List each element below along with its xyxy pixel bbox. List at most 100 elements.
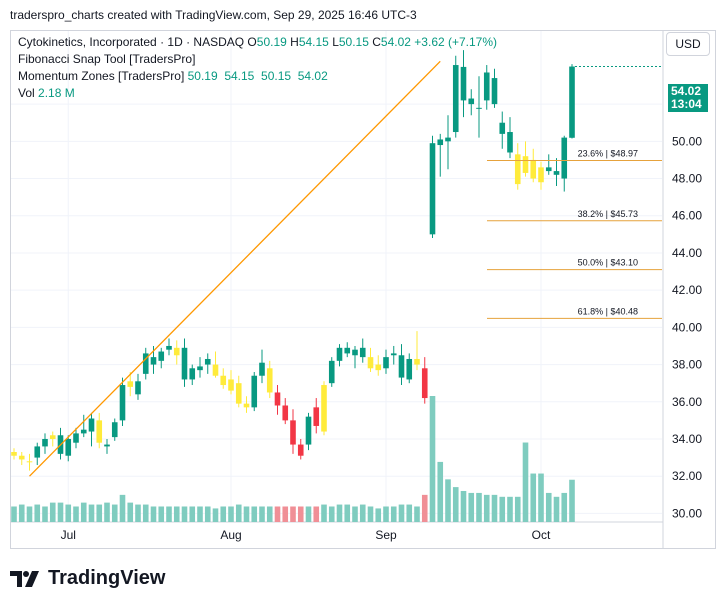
price-axis-label: 44.00 <box>672 246 702 260</box>
candle-body <box>545 167 552 172</box>
candle <box>321 381 327 436</box>
candle <box>429 135 436 239</box>
high-label: H <box>290 35 299 49</box>
candle <box>344 342 351 358</box>
volume-bar <box>321 504 327 522</box>
volume-bar <box>468 492 475 522</box>
candle-body <box>553 171 560 175</box>
last-price-badge: 54.02 13:04 <box>668 84 708 112</box>
candle <box>390 345 397 365</box>
candle <box>197 357 203 378</box>
candle <box>507 117 513 159</box>
candle-body <box>181 347 188 380</box>
candle <box>142 347 149 380</box>
candle-body <box>220 375 227 386</box>
indicator-momentum-zones[interactable]: Momentum Zones [TradersPro] 50.19 54.15 … <box>18 68 328 84</box>
fib-level-label: 50.0% | $43.10 <box>578 258 638 268</box>
candle <box>452 55 459 138</box>
candle <box>545 154 552 175</box>
candle-body <box>274 392 281 406</box>
candle <box>476 76 482 138</box>
tradingview-logo[interactable]: TradingView <box>10 567 165 590</box>
volume-bar <box>49 502 56 522</box>
fib-level-label: 38.2% | $45.73 <box>578 209 638 219</box>
candle-body <box>290 420 296 445</box>
tradingview-logo-icon <box>10 570 39 587</box>
volume-bar <box>57 502 64 522</box>
candle-body <box>88 418 95 432</box>
candle-body <box>65 438 72 456</box>
candle <box>166 338 172 356</box>
candle-body <box>429 143 436 235</box>
candle-body <box>96 420 103 443</box>
time-axis-label: Aug <box>220 528 241 542</box>
volume-bar <box>65 504 72 522</box>
candle-body <box>243 403 250 408</box>
candle-body <box>142 353 149 374</box>
candle-body <box>111 422 118 438</box>
candle <box>49 431 56 447</box>
candle-body <box>197 366 203 371</box>
candle <box>173 340 180 365</box>
volume-bar <box>305 506 312 522</box>
candle <box>104 438 110 454</box>
volume-bar <box>204 506 211 522</box>
candle-body <box>73 433 79 443</box>
currency-button[interactable]: USD <box>666 32 710 56</box>
volume-bar <box>228 506 234 522</box>
price-axis-label: 32.00 <box>672 469 702 483</box>
volume-bar <box>80 502 87 522</box>
candle <box>530 148 537 183</box>
candle-body <box>173 347 180 356</box>
volume-bar <box>491 494 498 522</box>
volume-bar <box>26 506 33 522</box>
volume-bar <box>88 504 95 522</box>
volume-bar <box>111 504 118 522</box>
candle-body <box>421 368 428 399</box>
candle-body <box>352 349 358 356</box>
candle-body <box>305 416 312 445</box>
volume-bar <box>398 504 405 522</box>
volume-bar <box>530 473 537 522</box>
volume-bar <box>197 506 203 522</box>
candle <box>42 433 48 454</box>
candle <box>483 65 490 110</box>
volume-bar <box>220 506 227 522</box>
volume-bar <box>375 508 382 522</box>
volume-bar <box>522 442 529 522</box>
volume-bar <box>336 504 343 522</box>
candle <box>297 438 304 460</box>
indicator-volume[interactable]: Vol 2.18 M <box>18 85 75 101</box>
indicator-fib-snap[interactable]: Fibonacci Snap Tool [TradersPro] <box>18 52 196 66</box>
volume-bar <box>569 479 575 522</box>
candle-body <box>398 355 405 378</box>
candle-body <box>251 375 258 408</box>
candle <box>243 396 250 413</box>
candle-body <box>49 435 56 439</box>
candle-body <box>336 347 343 361</box>
candle-body <box>460 66 467 101</box>
volume-bar <box>507 496 513 522</box>
volume-bar <box>11 506 17 522</box>
candle <box>228 370 234 395</box>
candle <box>259 349 265 384</box>
candle-body <box>483 72 490 101</box>
legend-symbol-row: Cytokinetics, Incorporated · 1D · NASDAQ… <box>18 34 497 50</box>
candle <box>65 435 72 462</box>
volume-bar <box>158 506 165 522</box>
symbol-name[interactable]: Cytokinetics, Incorporated · 1D · NASDAQ <box>18 35 245 49</box>
candle <box>26 453 33 471</box>
candle-body <box>204 358 211 365</box>
candle <box>359 338 366 363</box>
price-axis-label: 30.00 <box>672 506 702 520</box>
price-axis-label: 42.00 <box>672 283 702 297</box>
volume-value: 2.18 M <box>38 86 75 100</box>
volume-bar <box>437 461 444 522</box>
price-axis-label: 46.00 <box>672 209 702 223</box>
candle <box>212 351 219 378</box>
volume-bar <box>135 504 141 522</box>
candle-body <box>468 98 475 105</box>
volume-bar <box>344 504 351 522</box>
time-axis-label: Oct <box>532 528 551 542</box>
